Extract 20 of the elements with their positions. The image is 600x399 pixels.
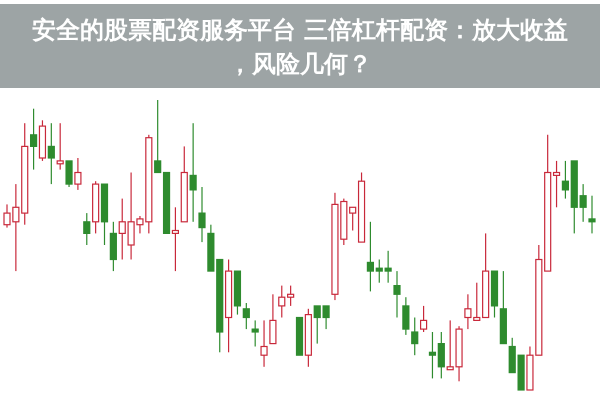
candlestick — [198, 186, 206, 243]
candlestick — [83, 212, 90, 246]
candlestick — [402, 296, 410, 336]
candlestick — [420, 305, 428, 333]
chart-title: 安全的股票配资服务平台 三倍杠杆配资：放大收益，风险几何？ — [32, 16, 568, 78]
candlestick — [172, 206, 180, 272]
candlestick — [260, 320, 268, 368]
candlestick — [30, 108, 38, 170]
candlestick — [65, 160, 73, 188]
candlestick — [393, 270, 401, 318]
candlestick — [48, 122, 55, 185]
candlestick — [3, 204, 11, 228]
candlestick — [269, 294, 277, 344]
candlestick — [190, 122, 197, 222]
candlestick — [411, 316, 418, 356]
candlestick — [588, 195, 596, 234]
candlestick — [252, 320, 259, 348]
candlestick — [74, 157, 82, 190]
candlestick — [242, 302, 250, 330]
candlestick — [56, 122, 64, 170]
